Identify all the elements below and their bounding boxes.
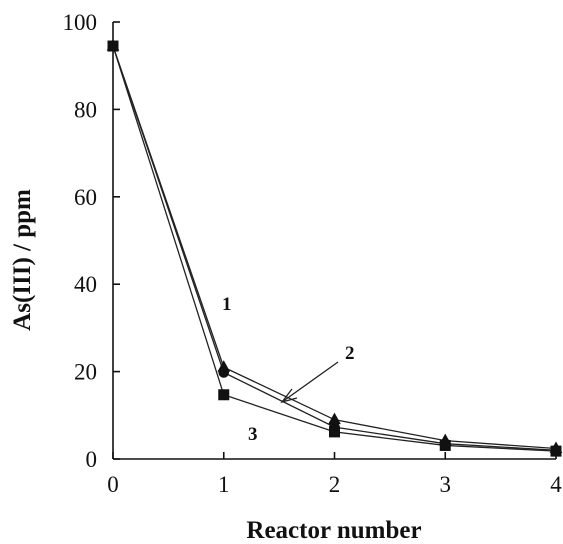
- series-3-line: [112, 45, 557, 452]
- series-labels: 1 2 3: [222, 294, 355, 445]
- y-tick-label: 60: [74, 185, 97, 210]
- series-label-2-pointer: [281, 361, 339, 403]
- x-axis-title: Reactor number: [246, 517, 421, 544]
- y-tick-label: 80: [74, 97, 97, 122]
- x-tick-label: 2: [329, 472, 341, 497]
- series-layer: [106, 38, 563, 457]
- series-2-line: [112, 45, 557, 451]
- x-tick-label: 3: [440, 472, 452, 497]
- x-tick-label: 1: [218, 472, 230, 497]
- y-axis-title: As(III) / ppm: [9, 189, 36, 331]
- series-2-point: [218, 367, 230, 378]
- x-tick-label: 0: [107, 472, 119, 497]
- series-label-2-arrowhead: [280, 388, 298, 404]
- series-1-line: [112, 45, 557, 450]
- x-tick-label: 4: [550, 472, 562, 497]
- y-ticks: 0 20 40 60 80 100: [63, 10, 120, 472]
- series-label-1: 1: [222, 294, 232, 315]
- series-label-3: 3: [248, 424, 258, 445]
- y-tick-label: 0: [86, 447, 98, 472]
- y-tick-label: 40: [74, 272, 97, 297]
- series-3-point: [329, 426, 340, 438]
- series-3-point: [218, 389, 230, 401]
- series-3-point: [439, 439, 451, 451]
- series-3-point: [550, 445, 562, 457]
- y-tick-label: 20: [74, 360, 97, 385]
- series-label-2: 2: [345, 343, 355, 364]
- series-3-point: [107, 40, 119, 52]
- y-tick-label: 100: [63, 10, 98, 35]
